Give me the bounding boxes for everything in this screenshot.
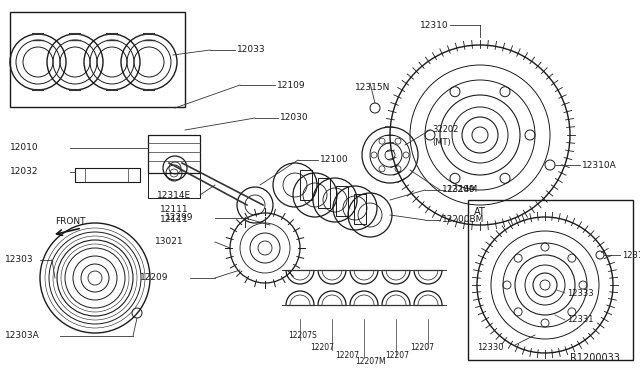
Text: 12333: 12333 <box>567 289 594 298</box>
Text: 13021: 13021 <box>155 237 184 247</box>
Text: 12111: 12111 <box>160 205 189 215</box>
Text: 12111: 12111 <box>160 215 189 224</box>
Text: 12315N: 12315N <box>355 83 390 93</box>
Text: 12207: 12207 <box>335 350 359 359</box>
Text: 12314M: 12314M <box>442 186 478 195</box>
Text: 12207: 12207 <box>385 350 409 359</box>
Text: 12032: 12032 <box>10 167 38 176</box>
Text: AT: AT <box>474 207 486 217</box>
Text: 12200BM: 12200BM <box>442 215 484 224</box>
Text: 32202: 32202 <box>432 125 458 135</box>
Text: 12207: 12207 <box>310 343 334 353</box>
Bar <box>148 135 200 173</box>
Bar <box>75 168 140 182</box>
Text: 12030: 12030 <box>280 113 308 122</box>
Text: 12109: 12109 <box>277 80 306 90</box>
Text: 12200: 12200 <box>447 186 476 195</box>
Text: 12207S: 12207S <box>288 330 317 340</box>
Text: 12033: 12033 <box>237 45 266 55</box>
Bar <box>468 200 633 360</box>
Text: 12303A: 12303A <box>5 331 40 340</box>
Bar <box>10 12 185 107</box>
Bar <box>148 173 200 198</box>
Text: 12310A: 12310A <box>582 160 617 170</box>
Text: 12310: 12310 <box>420 20 449 29</box>
Text: R1200033: R1200033 <box>570 353 620 363</box>
Bar <box>354 194 366 224</box>
Text: 12331: 12331 <box>567 315 593 324</box>
Text: (MT): (MT) <box>432 138 451 147</box>
Bar <box>300 170 312 200</box>
Text: 12314E: 12314E <box>157 190 191 199</box>
Text: 12209: 12209 <box>140 273 168 282</box>
Text: 12100: 12100 <box>320 155 349 164</box>
Text: 12330: 12330 <box>477 343 504 352</box>
Text: 12299: 12299 <box>165 214 193 222</box>
Text: 12010: 12010 <box>10 144 38 153</box>
Bar <box>336 186 348 216</box>
Text: 12207: 12207 <box>410 343 434 353</box>
Bar <box>318 178 330 208</box>
Text: 12207M: 12207M <box>355 357 386 366</box>
Text: 12310A: 12310A <box>622 250 640 260</box>
Text: 12303: 12303 <box>5 256 34 264</box>
Text: FRONT: FRONT <box>55 218 86 227</box>
